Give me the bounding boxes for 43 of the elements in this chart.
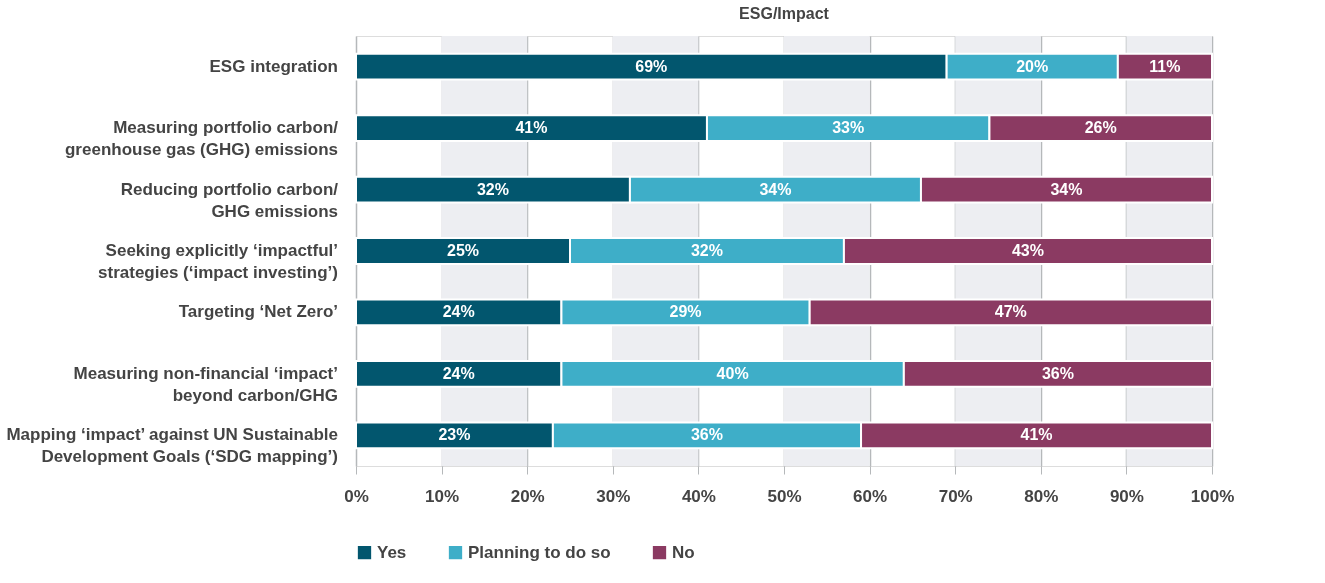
data-label: 32% [690, 242, 723, 259]
data-label: 24% [442, 303, 475, 321]
x-tick-label: 30% [596, 486, 631, 506]
x-tick-label: 100% [1190, 486, 1235, 506]
x-tick-label: 90% [1109, 486, 1144, 506]
x-tick-label: 60% [853, 486, 888, 506]
x-tick-label: 50% [767, 486, 802, 506]
data-label: 69% [635, 57, 668, 75]
y-tick-label: Mapping ‘impact’ against UN Sustainable Development Goals (‘SDG mapping’) [6, 425, 338, 467]
data-label: 34% [1050, 180, 1083, 198]
legend-label: Yes [377, 542, 407, 562]
y-tick-label: Seeking explicitly ‘impactful’ strategies (‘impact investing’) [98, 241, 338, 282]
data-label: 24% [442, 364, 475, 382]
y-tick-label: Measuring portfolio carbon/ greenhouse gas (GHG) emissions [64, 118, 339, 160]
y-tick-label: Measuring non-financial ‘impact’ beyond carbon/GHG [73, 363, 338, 405]
data-label: 20% [1016, 57, 1049, 75]
y-tick-label: Reducing portfolio carbon/ GHG emissions [120, 179, 339, 221]
x-tick-label: 40% [681, 486, 716, 506]
data-label: 47% [994, 303, 1027, 321]
data-label: 11% [1149, 57, 1181, 75]
data-label: 40% [716, 364, 749, 382]
x-tick-label: 70% [938, 486, 973, 506]
data-label: 23% [438, 426, 471, 444]
data-label: 29% [669, 303, 702, 321]
data-label: 34% [759, 180, 792, 198]
y-tick-label: ESG integration [209, 56, 338, 76]
x-tick-label: 10% [425, 486, 460, 506]
data-label: 33% [832, 119, 865, 137]
legend-label: No [672, 542, 695, 562]
y-tick-label: Targeting ‘Net Zero’ [178, 302, 338, 322]
legend-label: Planning to do so [468, 542, 611, 562]
data-label: 25% [446, 242, 480, 259]
data-label: 26% [1084, 119, 1117, 137]
x-tick-label: 20% [510, 486, 545, 506]
data-label: 36% [1041, 364, 1074, 382]
chart-title: ESG/Impact [739, 5, 830, 22]
data-label: 36% [690, 426, 723, 444]
data-label: 41% [515, 119, 548, 137]
data-label: 43% [1011, 242, 1044, 259]
x-tick-label: 80% [1024, 486, 1059, 506]
data-label: 41% [1020, 426, 1053, 444]
x-tick-label: 0% [344, 486, 369, 506]
data-label: 32% [476, 180, 509, 198]
